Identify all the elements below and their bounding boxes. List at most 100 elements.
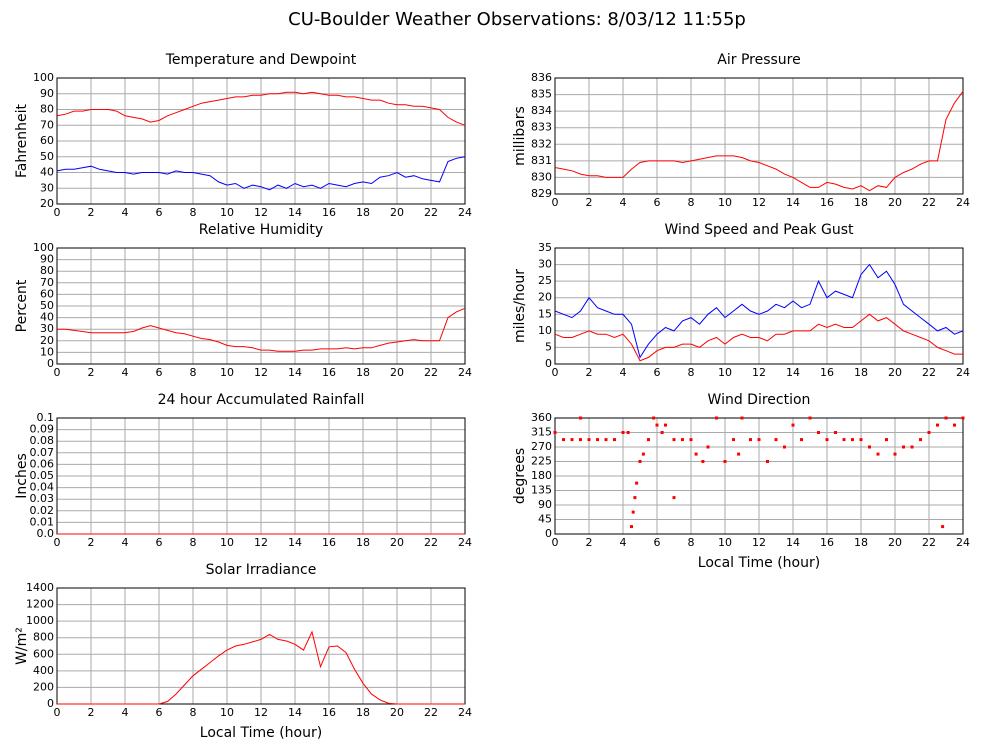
x-tick-label: 24 bbox=[458, 366, 472, 379]
data-line bbox=[554, 263, 964, 359]
y-tick-label: 270 bbox=[531, 440, 552, 453]
y-axis-label: degrees bbox=[512, 448, 528, 504]
y-tick-label: 0.01 bbox=[30, 515, 55, 528]
y-tick-label: 0 bbox=[545, 357, 552, 370]
y-tick-label: 315 bbox=[531, 426, 552, 439]
y-tick-label: 0.07 bbox=[30, 446, 55, 459]
y-tick-label: 80 bbox=[40, 103, 54, 116]
x-tick-label: 16 bbox=[820, 196, 834, 209]
x-tick-label: 8 bbox=[688, 366, 695, 379]
data-point bbox=[953, 423, 956, 427]
y-tick-label: 360 bbox=[531, 411, 552, 424]
x-tick-label: 8 bbox=[190, 536, 197, 549]
data-point bbox=[740, 416, 744, 420]
x-tick-label: 2 bbox=[88, 536, 95, 549]
data-point bbox=[757, 438, 761, 442]
data-point bbox=[672, 496, 676, 500]
x-tick-label: 18 bbox=[356, 366, 370, 379]
page-title: CU-Boulder Weather Observations: 8/03/12… bbox=[288, 9, 746, 30]
data-point bbox=[689, 438, 693, 442]
y-tick-label: 1000 bbox=[26, 614, 54, 627]
data-point bbox=[660, 431, 664, 434]
chart-title: 24 hour Accumulated Rainfall bbox=[158, 392, 365, 408]
data-point bbox=[604, 438, 608, 442]
data-point bbox=[596, 438, 599, 442]
x-tick-label: 24 bbox=[956, 366, 970, 379]
y-tick-label: 70 bbox=[40, 118, 54, 131]
data-point bbox=[613, 438, 616, 442]
x-tick-label: 2 bbox=[88, 706, 95, 719]
x-tick-label: 14 bbox=[786, 196, 800, 209]
y-tick-label: 45 bbox=[538, 513, 552, 526]
x-tick-label: 4 bbox=[122, 706, 129, 719]
y-tick-label: 829 bbox=[531, 187, 552, 200]
x-tick-label: 12 bbox=[752, 196, 766, 209]
y-tick-label: 1400 bbox=[26, 581, 54, 594]
data-line bbox=[57, 630, 465, 705]
x-tick-label: 22 bbox=[424, 366, 438, 379]
x-tick-label: 20 bbox=[888, 536, 902, 549]
y-tick-label: 831 bbox=[531, 154, 552, 167]
y-tick-label: 833 bbox=[531, 121, 552, 134]
data-point bbox=[817, 431, 820, 434]
x-tick-label: 8 bbox=[190, 206, 197, 219]
x-tick-label: 4 bbox=[620, 366, 627, 379]
y-axis-label: Percent bbox=[14, 279, 30, 332]
data-line bbox=[56, 91, 466, 126]
x-tick-label: 8 bbox=[190, 366, 197, 379]
data-point bbox=[579, 416, 582, 420]
chart-title: Air Pressure bbox=[717, 52, 800, 68]
x-tick-label: 4 bbox=[620, 196, 627, 209]
data-point bbox=[919, 438, 922, 442]
y-tick-label: 50 bbox=[40, 299, 54, 312]
x-tick-label: 2 bbox=[88, 206, 95, 219]
chart-title: Wind Speed and Peak Gust bbox=[665, 222, 854, 238]
y-axis-label: millibars bbox=[512, 106, 528, 166]
data-point bbox=[652, 416, 656, 420]
data-point bbox=[562, 438, 565, 442]
x-tick-label: 14 bbox=[288, 206, 302, 219]
x-tick-label: 14 bbox=[288, 536, 302, 549]
y-tick-label: 200 bbox=[33, 680, 54, 693]
x-tick-label: 20 bbox=[888, 196, 902, 209]
x-tick-label: 6 bbox=[654, 366, 661, 379]
chart-title: Temperature and Dewpoint bbox=[165, 52, 357, 68]
y-tick-label: 80 bbox=[40, 264, 54, 277]
data-point bbox=[630, 525, 633, 529]
y-tick-label: 5 bbox=[545, 340, 552, 353]
data-point bbox=[587, 438, 591, 442]
plot-frame bbox=[56, 587, 466, 705]
data-point bbox=[936, 423, 939, 427]
plot-frame bbox=[56, 77, 466, 205]
data-point bbox=[626, 431, 630, 434]
y-tick-label: 10 bbox=[40, 345, 54, 358]
y-tick-label: 0.04 bbox=[30, 481, 55, 494]
x-tick-label: 14 bbox=[288, 706, 302, 719]
data-point bbox=[621, 431, 625, 434]
y-tick-label: 100 bbox=[33, 71, 54, 84]
data-point bbox=[570, 438, 574, 442]
data-point bbox=[842, 438, 846, 442]
x-axis-label: Local Time (hour) bbox=[698, 555, 820, 571]
data-point bbox=[681, 438, 684, 442]
x-tick-label: 8 bbox=[190, 706, 197, 719]
y-tick-label: 0.06 bbox=[30, 457, 55, 470]
x-tick-label: 6 bbox=[156, 706, 163, 719]
data-point bbox=[633, 496, 637, 500]
data-point bbox=[694, 452, 698, 456]
x-tick-label: 20 bbox=[390, 536, 404, 549]
y-tick-label: 60 bbox=[40, 134, 54, 147]
x-tick-label: 6 bbox=[654, 536, 661, 549]
x-tick-label: 20 bbox=[390, 366, 404, 379]
plot-frame bbox=[56, 247, 466, 365]
x-tick-label: 20 bbox=[390, 206, 404, 219]
data-point bbox=[672, 438, 676, 442]
y-tick-label: 0.0 bbox=[37, 527, 55, 540]
x-tick-label: 2 bbox=[586, 196, 593, 209]
x-tick-label: 10 bbox=[220, 536, 234, 549]
y-tick-label: 90 bbox=[40, 87, 54, 100]
x-tick-label: 14 bbox=[786, 536, 800, 549]
data-point bbox=[641, 452, 645, 456]
y-tick-label: 60 bbox=[40, 287, 54, 300]
